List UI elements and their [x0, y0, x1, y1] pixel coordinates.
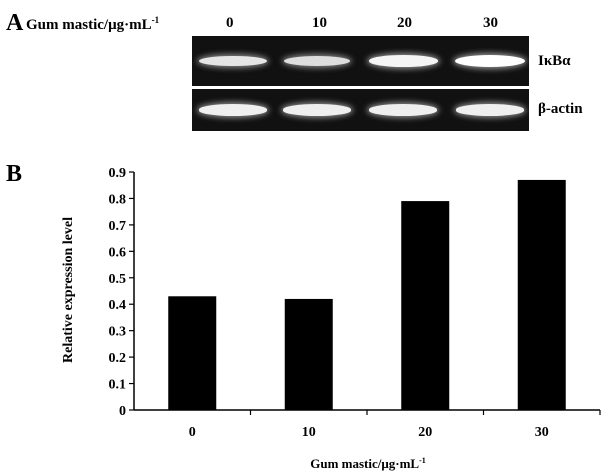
- blot-band: [455, 55, 525, 67]
- panel-b-letter: B: [6, 161, 23, 187]
- y-tick-label: 0.3: [109, 325, 127, 340]
- x-axis-title: Gum mastic/μg·mL-1: [310, 456, 426, 471]
- bar: [401, 201, 450, 410]
- y-tick-label: 0.2: [109, 351, 127, 366]
- beta-actin-blot-label: β-actin: [538, 101, 583, 117]
- concentration-label-text: Gum mastic/μg·mL: [26, 17, 152, 33]
- concentration-0: 0: [226, 15, 234, 31]
- concentration-20: 20: [397, 15, 412, 31]
- blot-band: [368, 104, 438, 116]
- y-tick-label: 0.9: [109, 166, 127, 181]
- blot-band: [283, 55, 351, 67]
- concentration-10: 10: [312, 15, 327, 31]
- x-tick-label: 20: [418, 425, 432, 440]
- blot-band: [455, 104, 525, 116]
- y-tick-label: 0.4: [109, 298, 127, 313]
- blot-band: [282, 104, 352, 116]
- bar: [168, 296, 217, 410]
- ikba-blot-label: IκBα: [538, 53, 571, 69]
- concentration-unit-exponent: -1: [151, 15, 160, 25]
- y-tick-label: 0.7: [109, 219, 127, 234]
- x-tick-label: 10: [302, 425, 316, 440]
- blot-band: [198, 104, 268, 116]
- bar: [284, 298, 333, 410]
- ikba-blot: [192, 36, 529, 86]
- y-tick-label: 0.8: [109, 192, 127, 207]
- y-tick-label: 0.5: [109, 272, 127, 287]
- x-axis-title-text: Gum mastic/μg·mL: [310, 456, 419, 471]
- bar: [517, 179, 566, 410]
- y-tick-label: 0.1: [109, 378, 127, 393]
- panel-a-letter: A: [6, 10, 24, 36]
- y-axis-title: Relative expression level: [61, 217, 76, 363]
- concentration-label: Gum mastic/μg·mL-1: [26, 15, 159, 34]
- x-axis-title-exponent: -1: [419, 456, 426, 465]
- y-tick-label: 0.6: [109, 245, 127, 260]
- y-tick-label: 0: [119, 404, 126, 419]
- x-tick-label: 0: [189, 425, 196, 440]
- concentration-30: 30: [483, 15, 498, 31]
- blot-band: [368, 55, 438, 67]
- x-tick-label: 30: [535, 425, 549, 440]
- beta-actin-blot: [192, 89, 529, 131]
- blot-band: [199, 55, 267, 67]
